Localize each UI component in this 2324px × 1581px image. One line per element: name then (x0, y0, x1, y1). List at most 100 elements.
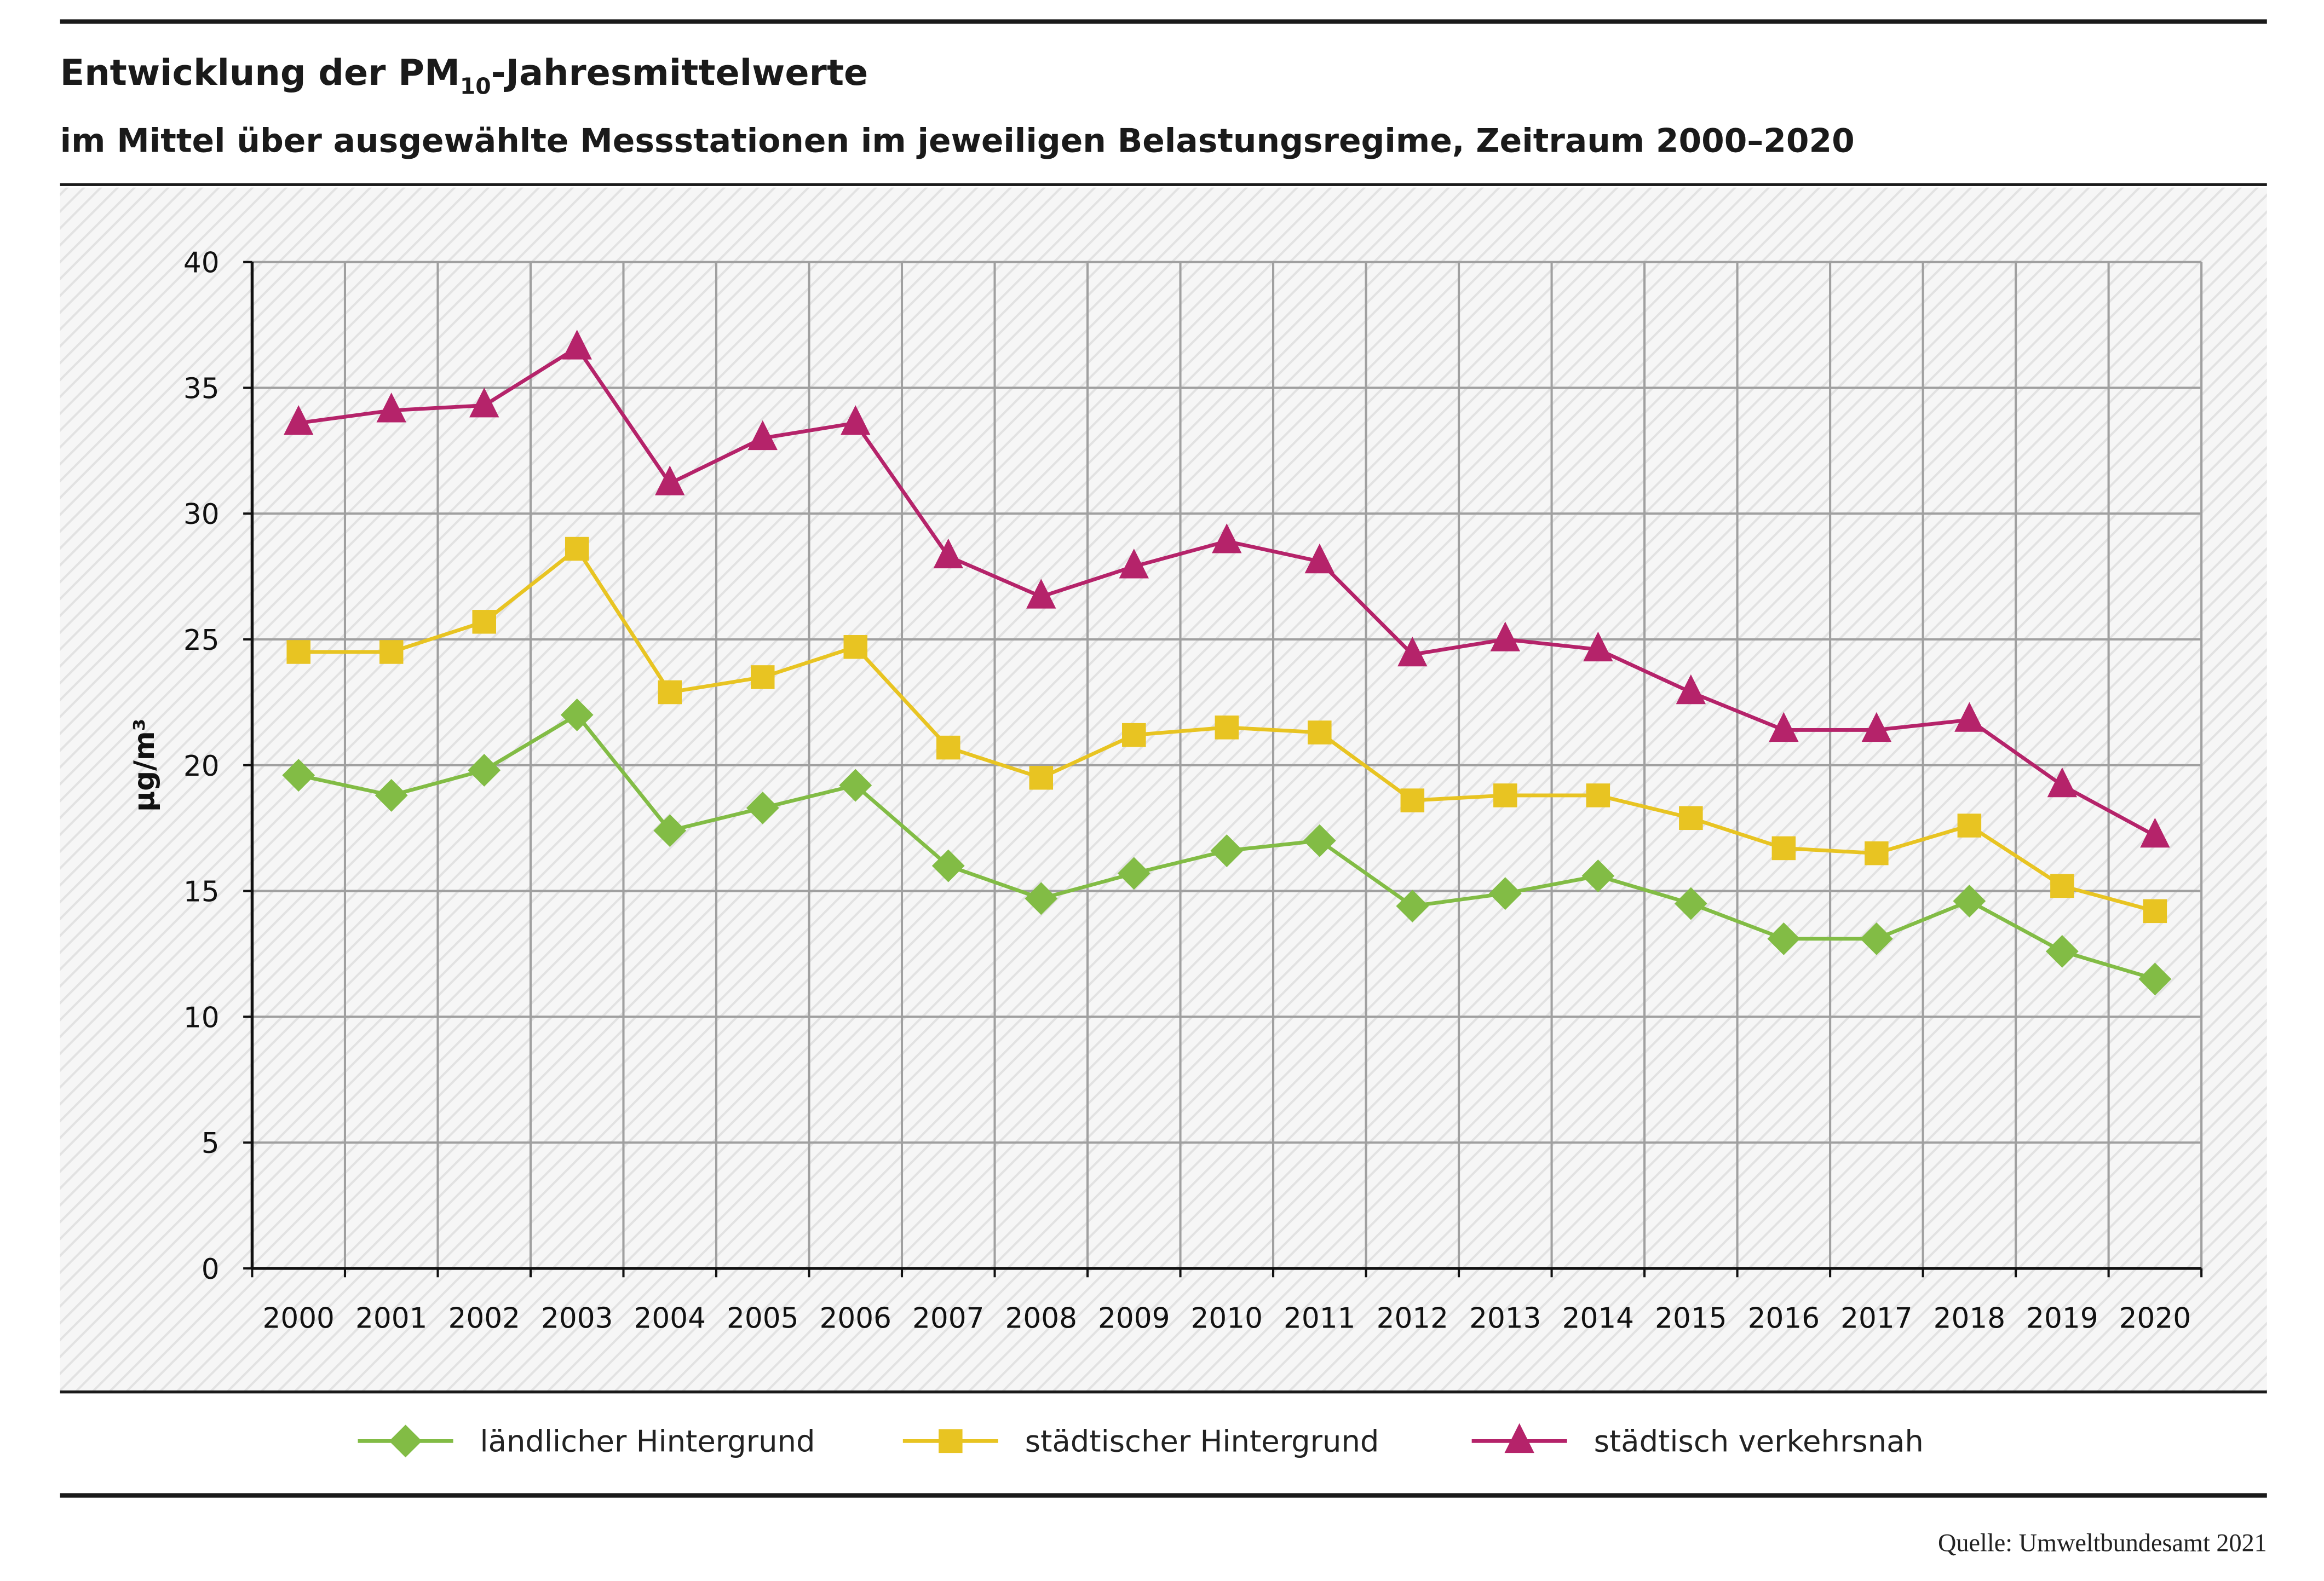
data-point-diamond (1303, 824, 1336, 857)
data-point-triangle (1026, 579, 1056, 609)
data-point-square (1215, 716, 1239, 740)
y-tick-label: 0 (202, 1253, 220, 1286)
data-point-triangle (2047, 767, 2078, 798)
x-tick-label: 2004 (634, 1302, 706, 1335)
data-point-triangle (1490, 621, 1521, 651)
data-point-triangle (1212, 523, 1242, 553)
data-point-triangle (1954, 702, 1984, 732)
data-point-square (1957, 813, 1982, 838)
x-tick-label: 2016 (1748, 1302, 1820, 1335)
data-point-diamond (468, 754, 501, 787)
data-point-triangle (1861, 712, 1892, 742)
series-square (286, 536, 2167, 924)
data-point-triangle (469, 387, 499, 418)
data-point-square (472, 610, 496, 634)
data-point-diamond (1953, 885, 1986, 918)
data-point-square (1029, 765, 1054, 790)
legend-label: städtisch verkehrsnah (1594, 1424, 1924, 1458)
data-point-diamond (1860, 922, 1893, 955)
x-tick-label: 2018 (1934, 1302, 2005, 1335)
data-point-square (658, 680, 682, 705)
data-point-triangle (1676, 674, 1706, 705)
data-point-diamond (1581, 859, 1615, 892)
legend-marker-triangle (1504, 1423, 1534, 1453)
data-point-square (936, 735, 960, 760)
data-point-triangle (376, 393, 406, 423)
data-point-diamond (2138, 962, 2172, 996)
data-point-square (379, 640, 404, 664)
x-tick-label: 2013 (1469, 1302, 1541, 1335)
data-point-diamond (839, 769, 872, 802)
data-point-square (1586, 783, 1610, 807)
data-point-square (565, 536, 589, 561)
y-tick-label: 5 (202, 1127, 220, 1160)
data-point-diamond (2045, 934, 2079, 968)
data-point-square (1865, 841, 1889, 865)
x-tick-label: 2020 (2119, 1302, 2191, 1335)
data-point-square (1679, 806, 1703, 830)
data-point-square (750, 665, 775, 689)
source-note: Quelle: Umweltbundesamt 2021 (1938, 1529, 2267, 1557)
data-point-diamond (1025, 882, 1058, 915)
x-tick-label: 2014 (1562, 1302, 1634, 1335)
data-point-diamond (1210, 834, 1244, 867)
data-point-triangle (284, 405, 314, 435)
y-tick-label: 35 (183, 372, 220, 405)
data-point-square (1400, 788, 1425, 812)
data-point-triangle (1397, 636, 1428, 667)
legend-item: städtisch verkehrsnah (1471, 1423, 1924, 1458)
data-point-diamond (1396, 890, 1429, 923)
data-point-square (1122, 723, 1146, 747)
plot-area: 0 5 10 15 20 25 30 35 40 2000 2001 2002 2003 2004 2005… (183, 247, 2203, 1335)
legend-item: städtischer Hintergrund (902, 1424, 1379, 1458)
data-point-square (1771, 836, 1796, 861)
footer-rule (60, 1390, 2267, 1394)
header-rule (60, 183, 2267, 186)
data-point-triangle (1119, 549, 1149, 579)
data-point-square (843, 635, 868, 659)
x-tick-label: 2017 (1840, 1302, 1912, 1335)
data-point-triangle (2140, 817, 2170, 848)
x-tick-label: 2001 (355, 1302, 427, 1335)
data-point-triangle (747, 420, 778, 451)
data-point-diamond (746, 791, 779, 824)
data-point-triangle (655, 465, 685, 495)
data-point-triangle (933, 538, 963, 569)
top-rule (60, 19, 2267, 24)
data-point-square (2050, 874, 2074, 898)
x-tick-label: 2003 (541, 1302, 613, 1335)
data-point-diamond (375, 779, 408, 812)
data-point-square (1308, 720, 1332, 745)
series-triangle (284, 330, 2170, 848)
x-tick-label: 2008 (1005, 1302, 1077, 1335)
data-point-square (286, 640, 310, 664)
x-tick-label: 2006 (820, 1302, 891, 1335)
x-tick-label: 2005 (727, 1302, 798, 1335)
data-point-diamond (1117, 857, 1151, 890)
x-tick-label: 2010 (1191, 1302, 1263, 1335)
y-axis-label: µg/m³ (128, 719, 161, 812)
data-point-diamond (1767, 922, 1800, 955)
x-tick-label: 2007 (912, 1302, 984, 1335)
y-tick-label: 10 (183, 1001, 220, 1034)
chart-title: Entwicklung der PM10-Jahresmittelwerte (60, 52, 868, 99)
y-tick-label: 30 (183, 498, 220, 531)
data-point-triangle (841, 405, 871, 435)
chart-subtitle: im Mittel über ausgewählte Messstationen… (60, 122, 1855, 160)
x-tick-label: 2015 (1655, 1302, 1727, 1335)
legend: ländlicher Hintergrund städtischer Hinter… (358, 1423, 1924, 1458)
y-tick-label: 40 (183, 247, 220, 280)
data-point-square (1493, 783, 1517, 807)
y-tick-label: 20 (183, 750, 220, 783)
legend-label: städtischer Hintergrund (1025, 1424, 1379, 1458)
data-point-square (2143, 899, 2167, 924)
x-tick-label: 2002 (448, 1302, 520, 1335)
data-point-triangle (562, 330, 592, 360)
x-tick-label: 2011 (1284, 1302, 1355, 1335)
data-point-triangle (1583, 631, 1613, 662)
x-tick-label: 2019 (2026, 1302, 2098, 1335)
x-tick-label: 2009 (1098, 1302, 1170, 1335)
legend-label: ländlicher Hintergrund (480, 1424, 815, 1458)
legend-marker-square (939, 1429, 963, 1453)
